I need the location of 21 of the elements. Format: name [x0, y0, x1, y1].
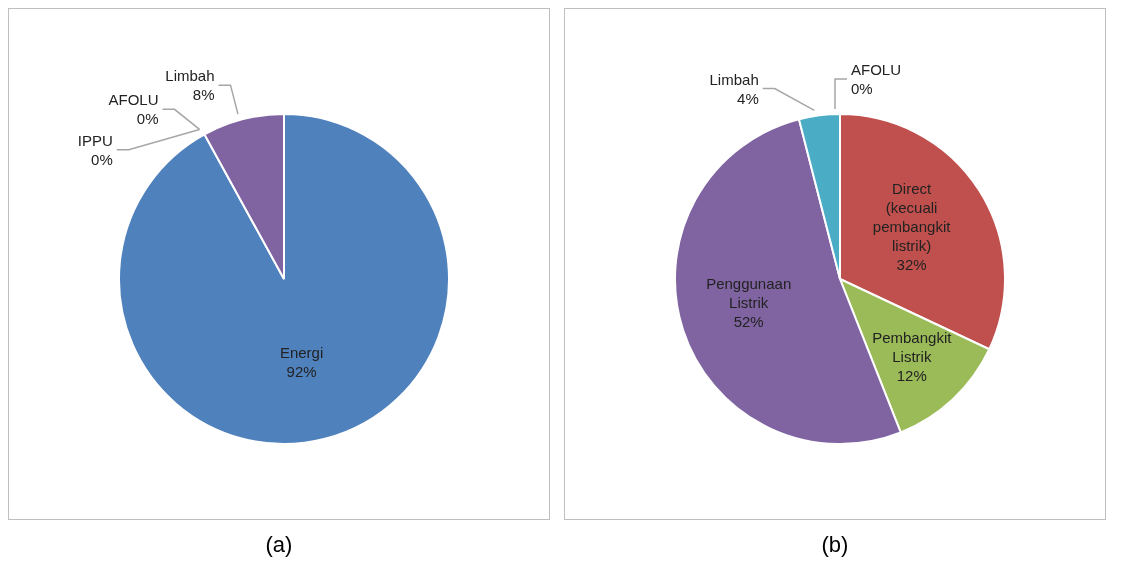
slice-label: Limbah — [165, 67, 215, 85]
category-label: IPPU — [77, 131, 113, 149]
text: 0% — [136, 110, 159, 128]
slice-label: Pembangkit Listrik — [872, 328, 953, 365]
slice-label: Penggunaan Listrik — [706, 275, 792, 312]
text: 0% — [851, 80, 873, 97]
category-label: AFOLU — [851, 61, 902, 78]
pie-slice — [118, 113, 450, 445]
slice-label: Limbah — [709, 70, 759, 88]
data-label: 32% — [896, 256, 927, 274]
text: (a) — [264, 532, 294, 558]
data-label: 52% — [733, 313, 764, 331]
data-label: 8% — [192, 86, 215, 104]
category-label: AFOLU — [108, 91, 159, 109]
text: (b) — [820, 532, 850, 558]
data-label: 4% — [737, 89, 759, 107]
data-label: 92% — [286, 362, 317, 380]
data-label: 12% — [896, 366, 927, 384]
slice-label: Energi — [279, 343, 324, 361]
slice-label: Direct (kecuali pembangkit listrik) — [872, 180, 952, 255]
text: 0% — [91, 150, 113, 168]
